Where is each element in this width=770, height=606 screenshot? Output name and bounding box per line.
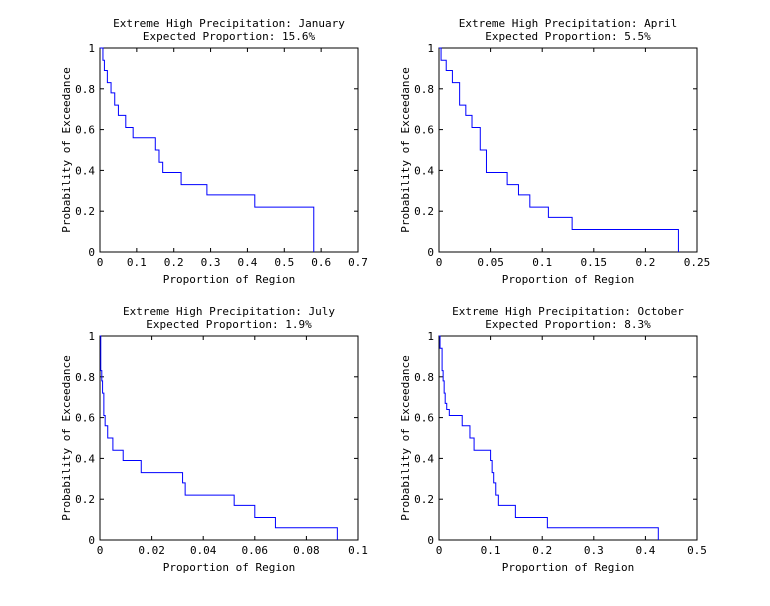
x-tick-label: 0.2 xyxy=(164,256,184,269)
x-tick-label: 0.1 xyxy=(532,256,552,269)
y-tick-label: 0.6 xyxy=(75,412,95,425)
chart-panel-3: 0 0.1 0.2 0.3 0.4 0.5 0 0.2 0.4 0.6 0.8 1 Extreme Hi… xyxy=(399,305,707,574)
y-tick-label: 0.2 xyxy=(414,205,434,218)
y-tick-label: 0.4 xyxy=(414,452,434,465)
axes-box xyxy=(99,47,359,253)
x-tick-label: 0.6 xyxy=(311,256,331,269)
x-tick-label: 0.05 xyxy=(477,256,504,269)
chart-title: Extreme High Precipitation: April xyxy=(459,17,678,30)
x-tick-label: 0.2 xyxy=(532,544,552,557)
y-tick-label: 0 xyxy=(427,246,434,259)
y-tick-label: 0.6 xyxy=(414,124,434,137)
series-line-0 xyxy=(439,47,679,252)
x-tick-label: 0 xyxy=(436,544,443,557)
y-tick-label: 0.2 xyxy=(75,493,95,506)
x-tick-label: 0.4 xyxy=(237,256,257,269)
x-tick-label: 0.4 xyxy=(635,544,655,557)
chart-title: Extreme High Precipitation: October xyxy=(452,305,684,318)
y-axis-label: Probability of Exceedance xyxy=(60,67,73,233)
axes-box xyxy=(438,47,698,253)
y-tick-label: 0.4 xyxy=(414,164,434,177)
x-tick-label: 0.1 xyxy=(481,544,501,557)
y-axis-label: Probability of Exceedance xyxy=(60,355,73,521)
x-tick-label: 0.5 xyxy=(274,256,294,269)
y-tick-label: 0.8 xyxy=(414,371,434,384)
axes-box xyxy=(99,335,359,541)
series-line-0 xyxy=(100,47,315,252)
y-tick-label: 1 xyxy=(427,330,434,343)
x-tick-label: 0 xyxy=(436,256,443,269)
y-tick-label: 0.2 xyxy=(414,493,434,506)
x-axis-label: Proportion of Region xyxy=(502,273,634,286)
y-tick-label: 0 xyxy=(88,246,95,259)
x-tick-label: 0.02 xyxy=(138,544,165,557)
x-tick-label: 0.5 xyxy=(687,544,707,557)
x-tick-label: 0.1 xyxy=(348,544,368,557)
chart-subtitle: Expected Proportion: 15.6% xyxy=(143,30,316,43)
y-tick-label: 0.4 xyxy=(75,164,95,177)
chart-subtitle: Expected Proportion: 8.3% xyxy=(485,318,651,331)
y-axis-label: Probability of Exceedance xyxy=(399,67,412,233)
y-tick-label: 0.6 xyxy=(414,412,434,425)
x-tick-label: 0.3 xyxy=(201,256,221,269)
x-tick-label: 0.3 xyxy=(584,544,604,557)
y-tick-label: 0.8 xyxy=(75,83,95,96)
y-tick-label: 0.8 xyxy=(414,83,434,96)
x-axis-label: Proportion of Region xyxy=(163,273,295,286)
y-tick-label: 0.4 xyxy=(75,452,95,465)
x-tick-label: 0 xyxy=(97,256,104,269)
x-tick-label: 0.06 xyxy=(242,544,269,557)
chart-subtitle: Expected Proportion: 5.5% xyxy=(485,30,651,43)
x-tick-label: 0.2 xyxy=(635,256,655,269)
x-tick-label: 0.04 xyxy=(190,544,217,557)
y-tick-label: 0 xyxy=(427,534,434,547)
x-tick-label: 0.1 xyxy=(127,256,147,269)
x-tick-label: 0 xyxy=(97,544,104,557)
x-tick-label: 0.25 xyxy=(684,256,711,269)
y-tick-label: 0 xyxy=(88,534,95,547)
y-tick-label: 1 xyxy=(427,42,434,55)
y-tick-label: 0.6 xyxy=(75,124,95,137)
series-line-0 xyxy=(100,335,338,540)
x-tick-label: 0.15 xyxy=(581,256,608,269)
chart-panel-2: 0 0.02 0.04 0.06 0.08 0.1 0 0.2 0.4 0.6 0.8 1 Extrem… xyxy=(60,305,368,574)
axes-box xyxy=(438,335,698,541)
x-tick-label: 0.7 xyxy=(348,256,368,269)
x-axis-label: Proportion of Region xyxy=(163,561,295,574)
chart-panel-0: 0 0.1 0.2 0.3 0.4 0.5 0.6 0.7 0 0.2 0.4 0.6 0.8 1 Extr… xyxy=(60,17,368,286)
chart-title: Extreme High Precipitation: January xyxy=(113,17,345,30)
y-tick-label: 1 xyxy=(88,42,95,55)
y-tick-label: 1 xyxy=(88,330,95,343)
chart-title: Extreme High Precipitation: July xyxy=(123,305,335,318)
x-axis-label: Proportion of Region xyxy=(502,561,634,574)
chart-subtitle: Expected Proportion: 1.9% xyxy=(146,318,312,331)
y-tick-label: 0.8 xyxy=(75,371,95,384)
y-axis-label: Probability of Exceedance xyxy=(399,355,412,521)
chart-panel-1: 0 0.05 0.1 0.15 0.2 0.25 0 0.2 0.4 0.6 0.8 1 Extreme… xyxy=(399,17,710,286)
y-tick-label: 0.2 xyxy=(75,205,95,218)
x-tick-label: 0.08 xyxy=(293,544,320,557)
series-line-0 xyxy=(439,335,659,540)
